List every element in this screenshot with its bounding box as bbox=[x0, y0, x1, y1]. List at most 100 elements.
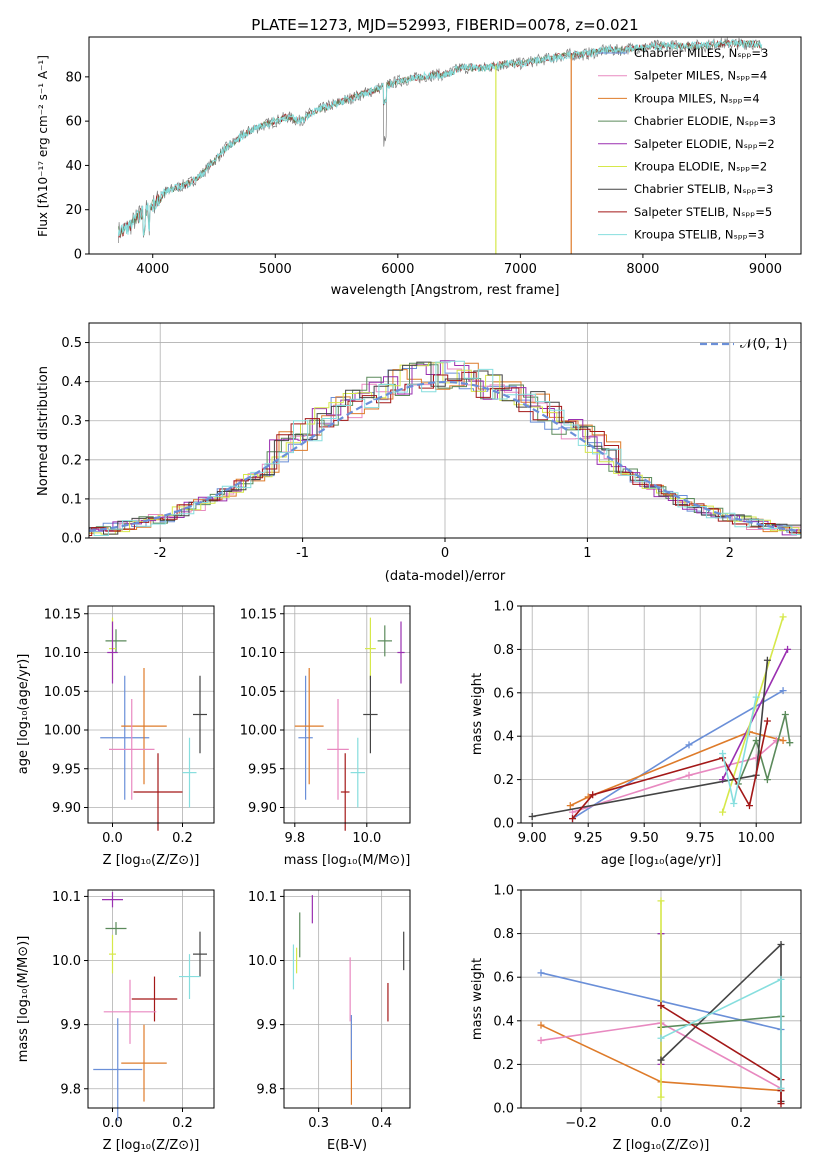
mwZ-ytick-label: 0.8 bbox=[493, 927, 514, 942]
residual-ylabel: Normed distribution bbox=[36, 366, 51, 496]
ageZ-xlabel: Z [log₁₀(Z/Z⊙)] bbox=[103, 853, 200, 868]
mwZ-series-3 bbox=[660, 933, 782, 1029]
mwZ-ytick-label: 0.0 bbox=[493, 1102, 514, 1117]
ageZ-xtick-label: 0.2 bbox=[172, 831, 193, 846]
spectrum-legend-label-5: Kroupa ELODIE, Nₛₚₚ=2 bbox=[634, 160, 767, 174]
mwZ-ytick-label: 0.4 bbox=[493, 1014, 514, 1029]
residual-ytick-label: 0.2 bbox=[61, 453, 82, 468]
residual-xtick-label: 1 bbox=[583, 546, 591, 561]
spectrum-legend-label-1: Salpeter MILES, Nₛₚₚ=4 bbox=[634, 69, 767, 83]
massE-points bbox=[292, 895, 405, 1105]
massE-ticks: 0.3 0.4 9.8 9.9 10.0 10.1 bbox=[248, 890, 410, 1131]
residual-ytick-label: 0.5 bbox=[61, 336, 82, 351]
spectrum-xtick-label: 9000 bbox=[749, 262, 782, 277]
spectrum-ytick-label: 0 bbox=[74, 248, 82, 263]
ageM-ytick-label: 10.10 bbox=[240, 646, 277, 661]
ageZ-ytick-label: 10.05 bbox=[44, 685, 81, 700]
spectrum-ytick-label: 20 bbox=[65, 203, 82, 218]
residual-xtick-label: -1 bbox=[296, 546, 309, 561]
mwZ-lines bbox=[537, 897, 785, 1108]
mwAge-marker-8-1 bbox=[730, 799, 738, 807]
spectrum-xlabel: wavelength [Angstrom, rest frame] bbox=[331, 283, 560, 298]
mwAge-ytick-label: 0.2 bbox=[493, 773, 514, 788]
mwAge-marker-2-1 bbox=[685, 771, 693, 779]
spectrum-series-group bbox=[117, 37, 763, 254]
ageM-ytick-label: 10.00 bbox=[240, 724, 277, 739]
mwAge-xlabel: age [log₁₀(age/yr)] bbox=[601, 853, 722, 868]
mwZ-ytick-label: 1.0 bbox=[493, 884, 514, 899]
mwAge-xtick-label: 10.00 bbox=[738, 831, 775, 846]
residual-ticks: -2 -1 0 1 2 0.0 0.1 0.2 0.3 0.4 0.5 bbox=[61, 323, 801, 561]
massZ-ylabel: mass [log₁₀(M/M⊙)] bbox=[16, 936, 31, 1063]
ageM-points bbox=[294, 617, 405, 831]
mwZ-marker-5-0 bbox=[657, 1093, 665, 1101]
mwAge-marker-3-2 bbox=[763, 776, 771, 784]
massZ-frame bbox=[87, 889, 215, 1109]
mwAge-ytick-label: 0.0 bbox=[493, 817, 514, 832]
ageM-xlabel: mass [log₁₀(M/M⊙)] bbox=[284, 853, 411, 868]
residual-normal-curve bbox=[89, 380, 801, 533]
mwZ-marker-1-0 bbox=[537, 1021, 545, 1029]
mwZ-marker-7-0 bbox=[657, 1002, 665, 1010]
mwZ-marker-8-0 bbox=[657, 1034, 665, 1042]
mwAge-marker-6-0 bbox=[528, 812, 536, 820]
massE-ytick-label: 10.0 bbox=[248, 954, 277, 969]
spectrum-xtick-label: 4000 bbox=[136, 262, 169, 277]
mwAge-ytick-label: 0.8 bbox=[493, 643, 514, 658]
ageM-xtick-label: 9.8 bbox=[284, 831, 305, 846]
residual-histogram-panel: -2 -1 0 1 2 0.0 0.1 0.2 0.3 0.4 0.5 𝒩(0, 1) (data-… bbox=[36, 322, 802, 584]
residual-series-group bbox=[89, 360, 801, 536]
residual-xtick-label: 2 bbox=[726, 546, 734, 561]
mwZ-ytick-label: 0.6 bbox=[493, 971, 514, 986]
mwAge-marker-3-3 bbox=[781, 711, 789, 718]
spectrum-ytick-label: 80 bbox=[65, 70, 82, 85]
mwAge-lines bbox=[528, 613, 794, 823]
mwAge-marker-0-2 bbox=[779, 687, 787, 695]
massE-ytick-label: 9.9 bbox=[256, 1018, 277, 1033]
spectrum-legend-label-8: Kroupa STELIB, Nₛₚₚ=3 bbox=[634, 228, 765, 242]
ageZ-ytick-label: 9.95 bbox=[52, 762, 81, 777]
massZ-points bbox=[93, 891, 207, 1121]
spectrum-xtick-label: 6000 bbox=[381, 262, 414, 277]
mwZ-marker-8-1 bbox=[777, 975, 785, 983]
mwZ-xtick-label: 0.0 bbox=[651, 1116, 672, 1131]
mwAge-marker-5-1 bbox=[779, 613, 787, 621]
ageM-ytick-label: 10.05 bbox=[240, 685, 277, 700]
mwZ-marker-8-2 bbox=[777, 1084, 785, 1092]
mass-vs-metallicity-panel: 0.0 0.2 9.8 9.9 10.0 10.1 Z [log₁₀(Z/Z⊙)] mas… bbox=[16, 889, 215, 1153]
spectrum-legend-label-7: Salpeter STELIB, Nₛₚₚ=5 bbox=[634, 205, 772, 219]
mwAge-ylabel: mass weight bbox=[470, 673, 485, 755]
spectrum-ylabel: Flux [fλ10⁻¹⁷ erg cm⁻² s⁻¹ A⁻¹] bbox=[36, 55, 50, 237]
mwAge-marker-6-2 bbox=[763, 656, 771, 664]
mwAge-ytick-label: 0.4 bbox=[493, 730, 514, 745]
massZ-ytick-label: 9.8 bbox=[60, 1082, 81, 1097]
spectrum-ytick-label: 40 bbox=[65, 159, 82, 174]
age-vs-mass-panel: 9.8 10.0 9.90 9.95 10.00 10.05 10.10 10.15 mass… bbox=[240, 605, 411, 868]
mwAge-ytick-label: 0.6 bbox=[493, 686, 514, 701]
spectrum-ticks: 4000 5000 6000 7000 8000 9000 0 20 40 60 80 bbox=[65, 70, 782, 277]
massE-xlabel: E(B-V) bbox=[327, 1138, 367, 1153]
mwAge-marker-8-0 bbox=[719, 750, 727, 758]
mwZ-frame bbox=[520, 889, 802, 1109]
mwAge-marker-3-4 bbox=[786, 739, 794, 747]
mwAge-marker-7-3 bbox=[745, 802, 753, 810]
residual-ytick-label: 0.1 bbox=[61, 492, 82, 507]
spectrum-frame bbox=[88, 36, 802, 255]
massZ-ytick-label: 10.0 bbox=[52, 954, 81, 969]
mwAge-frame bbox=[520, 605, 802, 824]
residual-legend: 𝒩(0, 1) bbox=[700, 337, 787, 352]
mwAge-marker-7-1 bbox=[589, 791, 597, 799]
mwAge-marker-0-1 bbox=[685, 741, 693, 749]
mwZ-series-8 bbox=[660, 978, 782, 1089]
massZ-xtick-label: 0.0 bbox=[102, 1116, 123, 1131]
mwAge-marker-8-2 bbox=[752, 693, 760, 701]
ageZ-ytick-label: 10.10 bbox=[44, 646, 81, 661]
mwAge-xtick-label: 9.75 bbox=[686, 831, 715, 846]
mass-weight-vs-metallicity-panel: −0.2 0.0 0.2 0.0 0.2 0.4 0.6 0.8 1.0 Z [log₁₀(Z/… bbox=[470, 884, 802, 1153]
mwAge-series-2 bbox=[572, 739, 777, 813]
massZ-ytick-label: 9.9 bbox=[60, 1018, 81, 1033]
spectrum-lines bbox=[117, 37, 763, 254]
mwAge-marker-5-0 bbox=[719, 808, 727, 816]
mwZ-marker-2-0 bbox=[537, 1036, 545, 1044]
